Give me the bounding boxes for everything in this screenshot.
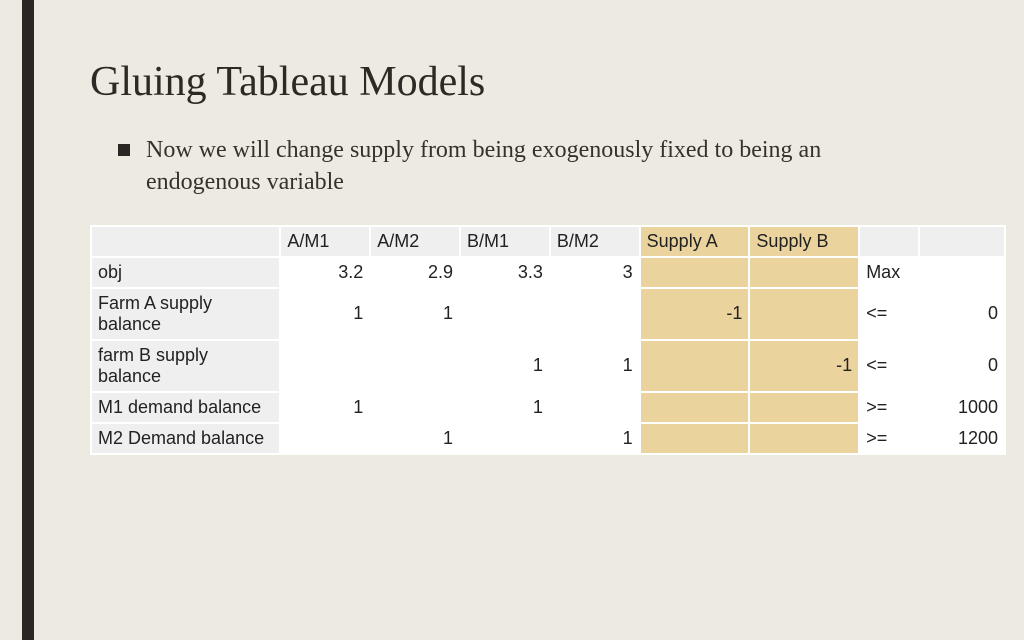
slide-content: Gluing Tableau Models Now we will change…	[90, 58, 1006, 455]
accent-bar	[22, 0, 34, 640]
cell: 0	[919, 288, 1005, 340]
cell: 3.2	[280, 257, 370, 288]
cell	[749, 392, 859, 423]
square-bullet-icon	[118, 144, 130, 156]
col-header	[91, 226, 280, 257]
row-label: obj	[91, 257, 280, 288]
cell	[749, 288, 859, 340]
cell	[370, 392, 460, 423]
col-header: A/M1	[280, 226, 370, 257]
cell	[280, 340, 370, 392]
cell: <=	[859, 340, 919, 392]
row-label: Farm A supply balance	[91, 288, 280, 340]
cell	[640, 392, 750, 423]
bullet-item: Now we will change supply from being exo…	[118, 134, 1006, 199]
cell	[550, 288, 640, 340]
cell	[640, 340, 750, 392]
cell: 1	[370, 288, 460, 340]
table-row: Farm A supply balance 1 1 -1 <= 0	[91, 288, 1005, 340]
cell: >=	[859, 423, 919, 454]
cell: Max	[859, 257, 919, 288]
tableau-table: A/M1 A/M2 B/M1 B/M2 Supply A Supply B ob…	[90, 225, 1006, 455]
row-label: M2 Demand balance	[91, 423, 280, 454]
col-header: B/M1	[460, 226, 550, 257]
cell: 1000	[919, 392, 1005, 423]
cell	[370, 340, 460, 392]
table-row: farm B supply balance 1 1 -1 <= 0	[91, 340, 1005, 392]
row-label: M1 demand balance	[91, 392, 280, 423]
col-header	[859, 226, 919, 257]
cell: >=	[859, 392, 919, 423]
cell	[640, 257, 750, 288]
bullet-text: Now we will change supply from being exo…	[146, 134, 906, 199]
table-row: obj 3.2 2.9 3.3 3 Max	[91, 257, 1005, 288]
cell: 1	[280, 288, 370, 340]
cell	[640, 423, 750, 454]
table-header-row: A/M1 A/M2 B/M1 B/M2 Supply A Supply B	[91, 226, 1005, 257]
cell	[749, 423, 859, 454]
table-row: M2 Demand balance 1 1 >= 1200	[91, 423, 1005, 454]
row-label: farm B supply balance	[91, 340, 280, 392]
cell	[749, 257, 859, 288]
cell	[550, 392, 640, 423]
cell: 3.3	[460, 257, 550, 288]
col-header: Supply B	[749, 226, 859, 257]
table-row: M1 demand balance 1 1 >= 1000	[91, 392, 1005, 423]
cell	[460, 423, 550, 454]
cell	[460, 288, 550, 340]
cell: 0	[919, 340, 1005, 392]
col-header: B/M2	[550, 226, 640, 257]
slide-title: Gluing Tableau Models	[90, 58, 1006, 106]
cell: 1	[460, 340, 550, 392]
col-header	[919, 226, 1005, 257]
cell: 1	[370, 423, 460, 454]
cell	[919, 257, 1005, 288]
col-header: Supply A	[640, 226, 750, 257]
cell: 1200	[919, 423, 1005, 454]
cell: -1	[640, 288, 750, 340]
cell: 1	[550, 423, 640, 454]
cell: <=	[859, 288, 919, 340]
col-header: A/M2	[370, 226, 460, 257]
cell: 2.9	[370, 257, 460, 288]
cell: 1	[550, 340, 640, 392]
cell: -1	[749, 340, 859, 392]
cell: 3	[550, 257, 640, 288]
cell: 1	[460, 392, 550, 423]
cell: 1	[280, 392, 370, 423]
cell	[280, 423, 370, 454]
